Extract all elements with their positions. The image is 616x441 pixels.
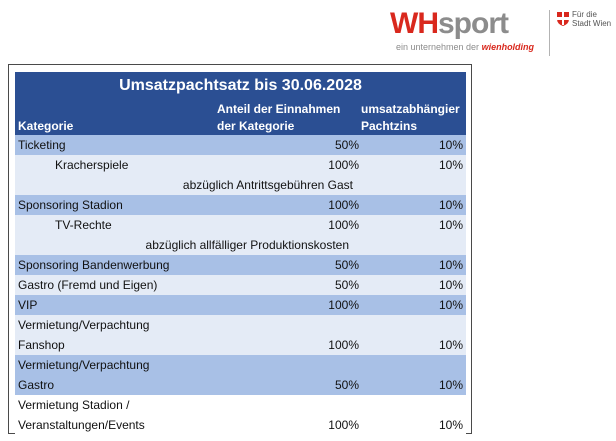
table-row: Kracherspiele 100% 10%: [15, 155, 466, 175]
logo-tagline: ein unternehmen der wienholding: [396, 42, 534, 52]
row-category-line1: Vermietung/Verpachtung: [18, 318, 150, 332]
header-category: Kategorie: [18, 119, 74, 133]
row-category-line1: Vermietung/Verpachtung: [18, 358, 150, 372]
row-rate: 10%: [438, 418, 463, 432]
table-row: Vermietung/Verpachtung Fanshop 100% 10%: [15, 315, 466, 355]
row-rate: 10%: [438, 338, 463, 352]
vienna-crest-icon: [557, 12, 569, 26]
logo-tagline-brand: wienholding: [481, 42, 535, 52]
row-share: 100%: [328, 218, 359, 232]
row-category: Gastro (Fremd und Eigen): [18, 278, 158, 292]
table-row: Sponsoring Bandenwerbung 50% 10%: [15, 255, 466, 275]
row-category-line1: Vermietung Stadion /: [18, 398, 130, 412]
table-row: VIP 100% 10%: [15, 295, 466, 315]
table-header: Kategorie Anteil der Einnahmen der Kateg…: [15, 100, 466, 135]
row-share: 50%: [334, 278, 359, 292]
table-row: Gastro (Fremd und Eigen) 50% 10%: [15, 275, 466, 295]
table-row: Sponsoring Stadion 100% 10%: [15, 195, 466, 215]
table-row: Vermietung/Verpachtung Gastro 50% 10%: [15, 355, 466, 395]
table-row: TV-Rechte 100% 10%: [15, 215, 466, 235]
row-rate: 10%: [438, 258, 463, 272]
row-category: TV-Rechte: [55, 218, 112, 232]
row-rate: 10%: [438, 378, 463, 392]
row-rate: 10%: [438, 278, 463, 292]
table-title: Umsatzpachtsatz bis 30.06.2028: [15, 72, 466, 100]
header-share-line1: Anteil der Einnahmen: [217, 102, 341, 116]
row-category: VIP: [18, 298, 38, 312]
row-share: 100%: [328, 338, 359, 352]
row-share: 50%: [334, 138, 359, 152]
row-share: 50%: [334, 258, 359, 272]
row-category: Ticketing: [18, 138, 66, 152]
logo-tagline-prefix: ein unternehmen der: [396, 42, 482, 52]
city-line-1: Für die: [572, 10, 597, 19]
table-body: Ticketing 50% 10% Kracherspiele 100% 10%…: [15, 135, 466, 435]
table-row-note: abzüglich Antrittsgebühren Gast: [15, 175, 466, 195]
row-rate: 10%: [438, 158, 463, 172]
city-label: Für die Stadt Wien: [572, 10, 611, 28]
row-category: Sponsoring Bandenwerbung: [18, 258, 170, 272]
logo-sport: sport: [437, 7, 509, 40]
row-rate: 10%: [438, 198, 463, 212]
row-share: 50%: [334, 378, 359, 392]
row-share: 100%: [328, 298, 359, 312]
row-category-line2: Fanshop: [18, 338, 65, 352]
row-rate: 10%: [438, 298, 463, 312]
row-category: Sponsoring Stadion: [18, 198, 123, 212]
row-note: abzüglich Antrittsgebühren Gast: [182, 178, 353, 192]
row-share: 100%: [328, 198, 359, 212]
table-row-note: abzüglich allfälliger Produktionskosten: [15, 235, 466, 255]
whsport-logo: WHsport ein unternehmen der wienholding …: [390, 6, 612, 62]
city-line-2: Stadt Wien: [572, 19, 612, 28]
header-share-line2: der Kategorie: [217, 119, 295, 133]
table-row: Vermietung Stadion / Veranstaltungen/Eve…: [15, 395, 466, 435]
row-note: abzüglich allfälliger Produktionskosten: [145, 238, 349, 252]
table-row: Ticketing 50% 10%: [15, 135, 466, 155]
logo-divider: [549, 10, 550, 56]
row-rate: 10%: [438, 138, 463, 152]
logo-wh: WH: [390, 7, 439, 40]
row-category-line2: Gastro: [18, 378, 55, 392]
row-rate: 10%: [438, 218, 463, 232]
row-share: 100%: [328, 418, 359, 432]
row-category: Kracherspiele: [55, 158, 129, 172]
row-share: 100%: [328, 158, 359, 172]
rate-table-frame: Umsatzpachtsatz bis 30.06.2028 Kategorie…: [8, 64, 472, 435]
header-rate-line2: Pachtzins: [361, 119, 418, 133]
logo-wordmark: WHsport: [390, 6, 509, 42]
header-rate-line1: umsatzabhängier: [361, 102, 460, 116]
row-category-line2: Veranstaltungen/Events: [18, 418, 145, 432]
